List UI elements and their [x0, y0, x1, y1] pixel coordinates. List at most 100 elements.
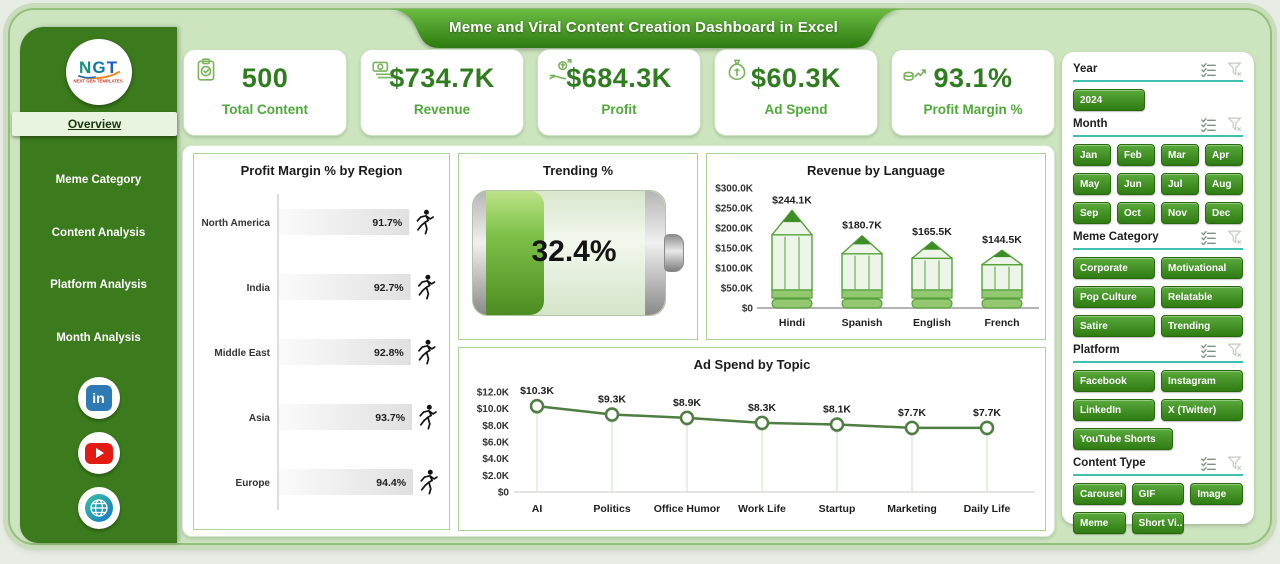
battery-terminal: [664, 234, 684, 272]
svg-text:$0: $0: [742, 304, 754, 315]
slicer-button-feb[interactable]: Feb: [1117, 144, 1155, 166]
kpi-label: Ad Spend: [764, 102, 828, 117]
svg-text:92.7%: 92.7%: [374, 282, 404, 294]
pencil-bar-chart-svg: $0 $50.0K $100.0K $150.0K $200.0K $250.0K $300…: [715, 184, 1039, 329]
slicer-button-satire[interactable]: Satire: [1073, 315, 1155, 337]
battery-right-cap: [645, 191, 665, 315]
slicer-button-jun[interactable]: Jun: [1117, 173, 1155, 195]
pencil-bar-french: [981, 249, 1023, 309]
slicer-button-jan[interactable]: Jan: [1073, 144, 1111, 166]
sidebar-item-meme-category[interactable]: Meme Category: [55, 174, 142, 186]
slicer-content-type: Content Type Carousel GIF Image Meme Short Vi…: [1073, 455, 1243, 534]
slicer-label: Year: [1073, 63, 1098, 75]
multi-select-icon[interactable]: [1200, 230, 1217, 245]
battery-gauge: 32.4%: [472, 190, 684, 316]
money-bills-icon: [370, 57, 396, 88]
slicer-button-relatable[interactable]: Relatable: [1161, 286, 1243, 308]
bar-middle-east: [279, 339, 411, 365]
slicer-button-gif[interactable]: GIF: [1131, 483, 1185, 505]
slicer-button-corporate[interactable]: Corporate: [1073, 257, 1155, 279]
kpi-label: Revenue: [413, 102, 471, 117]
gauge-value: 32.4%: [531, 234, 617, 268]
slicer-button-youtube-shorts[interactable]: YouTube Shorts: [1073, 428, 1173, 450]
slicer-button-facebook[interactable]: Facebook: [1073, 370, 1155, 392]
slicer-button-jul[interactable]: Jul: [1161, 173, 1199, 195]
sidebar-item-content-analysis[interactable]: Content Analysis: [51, 227, 146, 239]
slicer-button-image[interactable]: Image: [1190, 483, 1243, 505]
slicer-button-carousel[interactable]: Carousel: [1073, 483, 1126, 505]
svg-text:French: French: [984, 317, 1019, 329]
svg-text:$6.0K: $6.0K: [482, 438, 509, 449]
data-point-marketing: [904, 420, 920, 436]
slicer-button-may[interactable]: May: [1073, 173, 1111, 195]
website-icon[interactable]: [77, 487, 120, 529]
slicer-button-motivational[interactable]: Motivational: [1161, 257, 1243, 279]
clear-filter-icon[interactable]: [1226, 455, 1243, 471]
clear-filter-icon[interactable]: [1226, 61, 1243, 77]
runner-icon: [420, 469, 438, 495]
svg-text:91.7%: 91.7%: [372, 217, 402, 229]
money-bag-icon: [724, 57, 750, 88]
slicer-button-aug[interactable]: Aug: [1205, 173, 1243, 195]
clear-filter-icon[interactable]: [1226, 229, 1243, 245]
svg-text:93.7%: 93.7%: [375, 412, 405, 424]
multi-select-icon[interactable]: [1200, 456, 1217, 471]
multi-select-icon[interactable]: [1200, 117, 1217, 132]
clear-filter-icon[interactable]: [1226, 116, 1243, 132]
runner-icon: [418, 274, 436, 300]
linkedin-icon[interactable]: in: [77, 377, 120, 419]
svg-text:Startup: Startup: [819, 503, 856, 515]
slicer-button-pop-culture[interactable]: Pop Culture: [1073, 286, 1155, 308]
slicer-button-apr[interactable]: Apr: [1205, 144, 1243, 166]
multi-select-icon[interactable]: [1200, 62, 1217, 77]
slicer-button-2024[interactable]: 2024: [1073, 89, 1145, 111]
chart-ad-spend-by-topic: Ad Spend by Topic $0 $2.0K $4.0K $6.0K $8.0K $…: [458, 347, 1046, 531]
svg-text:Marketing: Marketing: [887, 503, 937, 515]
svg-text:$200.0K: $200.0K: [715, 224, 754, 235]
svg-text:North America: North America: [201, 218, 270, 229]
svg-text:$244.1K: $244.1K: [772, 194, 812, 206]
sidebar-item-overview[interactable]: Overview: [12, 112, 177, 136]
slicer-buttons: Corporate Motivational Pop Culture Relatabl…: [1073, 257, 1243, 337]
slicer-button-mar[interactable]: Mar: [1161, 144, 1199, 166]
chart-title: Ad Spend by Topic: [693, 357, 811, 372]
svg-text:Middle East: Middle East: [214, 348, 270, 359]
youtube-icon[interactable]: [77, 432, 120, 474]
svg-text:$300.0K: $300.0K: [715, 184, 754, 195]
kpi-value: $684.3K: [566, 63, 672, 93]
slicer-buttons: 2024: [1073, 89, 1243, 111]
clear-filter-icon[interactable]: [1226, 342, 1243, 358]
svg-text:$144.5K: $144.5K: [982, 234, 1022, 246]
slicer-button-instagram[interactable]: Instagram: [1161, 370, 1243, 392]
svg-text:Politics: Politics: [593, 503, 631, 515]
runner-icon: [419, 404, 437, 430]
sidebar-item-platform-analysis[interactable]: Platform Analysis: [50, 279, 147, 291]
slicer-header: Platform: [1073, 342, 1243, 363]
slicer-button-x-twitter[interactable]: X (Twitter): [1161, 399, 1243, 421]
slicer-button-short-vi[interactable]: Short Vi...: [1131, 512, 1185, 534]
slicer-button-oct[interactable]: Oct: [1117, 202, 1155, 224]
sidebar: NGT NEXT GEN TEMPLATES Overview Meme Cate…: [12, 27, 177, 543]
slicer-buttons: Jan Feb Mar Apr May Jun Jul Aug Sep Oct Nov Dec: [1073, 144, 1243, 224]
svg-text:India: India: [247, 283, 271, 294]
svg-text:Asia: Asia: [249, 413, 271, 424]
svg-text:Europe: Europe: [236, 478, 271, 489]
kpi-card-profit-margin: 93.1% Profit Margin %: [891, 49, 1055, 136]
kpi-row: 500 Total Content $734.7K Revenue $684.3K Pro…: [183, 49, 1055, 136]
multi-select-icon[interactable]: [1200, 343, 1217, 358]
svg-text:$10.0K: $10.0K: [477, 404, 510, 415]
svg-text:Daily Life: Daily Life: [964, 503, 1011, 515]
svg-text:$7.7K: $7.7K: [898, 407, 926, 419]
slicer-button-nov[interactable]: Nov: [1161, 202, 1199, 224]
slicer-button-meme[interactable]: Meme: [1073, 512, 1126, 534]
bar-north-america: [279, 209, 410, 235]
slicer-label: Month: [1073, 118, 1108, 130]
slicer-button-sep[interactable]: Sep: [1073, 202, 1111, 224]
sidebar-item-month-analysis[interactable]: Month Analysis: [56, 332, 141, 344]
slicer-platform: Platform Facebook Instagram LinkedIn X (Twit…: [1073, 342, 1243, 450]
kpi-card-profit: $684.3K Profit: [537, 49, 701, 136]
slicer-button-dec[interactable]: Dec: [1205, 202, 1243, 224]
slicer-button-linkedin[interactable]: LinkedIn: [1073, 399, 1155, 421]
slicer-button-trending[interactable]: Trending: [1161, 315, 1243, 337]
slicer-label: Meme Category: [1073, 231, 1159, 243]
